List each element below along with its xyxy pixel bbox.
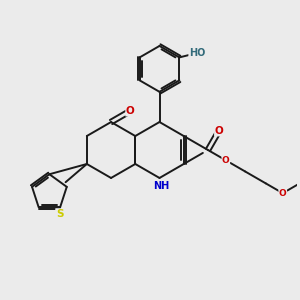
Text: O: O: [279, 189, 286, 198]
Text: S: S: [56, 209, 63, 219]
Text: NH: NH: [153, 181, 169, 191]
Text: O: O: [214, 126, 224, 136]
Text: O: O: [222, 156, 230, 165]
Text: O: O: [126, 106, 135, 116]
Text: HO: HO: [189, 48, 205, 58]
